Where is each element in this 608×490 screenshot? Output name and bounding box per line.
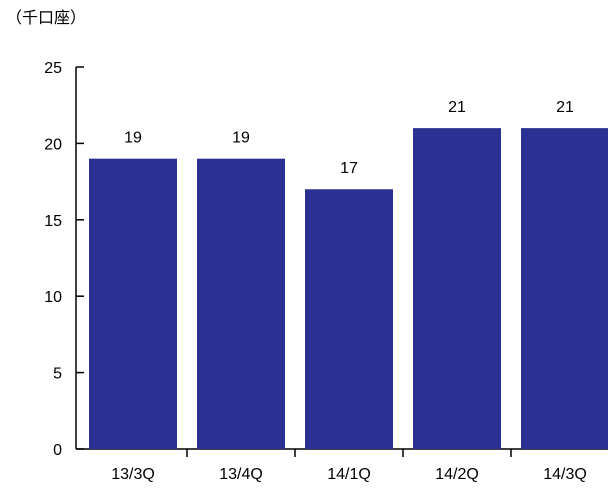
x-tick-label: 13/4Q: [219, 466, 263, 483]
bar-13-4q: [197, 158, 285, 449]
y-tick-label: 20: [44, 136, 62, 153]
y-axis: 0 5 10 15 20 25: [44, 60, 84, 459]
bar-value-label: 19: [232, 130, 250, 147]
bar-14-1q: [305, 189, 393, 450]
bar-value-label: 21: [448, 99, 466, 116]
bar-13-3q: [89, 158, 177, 449]
x-axis: 13/3Q 13/4Q 14/1Q 14/2Q 14/3Q: [76, 448, 608, 483]
bar-14-3q: [521, 128, 608, 449]
bar-value-label: 17: [340, 160, 358, 177]
x-tick-label: 14/3Q: [543, 466, 587, 483]
x-tick-label: 14/1Q: [327, 466, 371, 483]
y-tick-label: 25: [44, 60, 62, 77]
bar-value-label: 21: [556, 99, 574, 116]
y-tick-label: 10: [44, 289, 62, 306]
bars: [89, 128, 608, 450]
y-tick-label: 5: [53, 366, 62, 383]
y-tick-label: 0: [53, 442, 62, 459]
x-tick-label: 14/2Q: [435, 466, 479, 483]
y-tick-label: 15: [44, 213, 62, 230]
x-tick-label: 13/3Q: [111, 466, 155, 483]
y-unit-label: （千口座）: [6, 8, 87, 27]
data-labels: 19 19 17 21 21: [124, 99, 574, 177]
bar-14-2q: [413, 128, 501, 449]
bar-value-label: 19: [124, 130, 142, 147]
